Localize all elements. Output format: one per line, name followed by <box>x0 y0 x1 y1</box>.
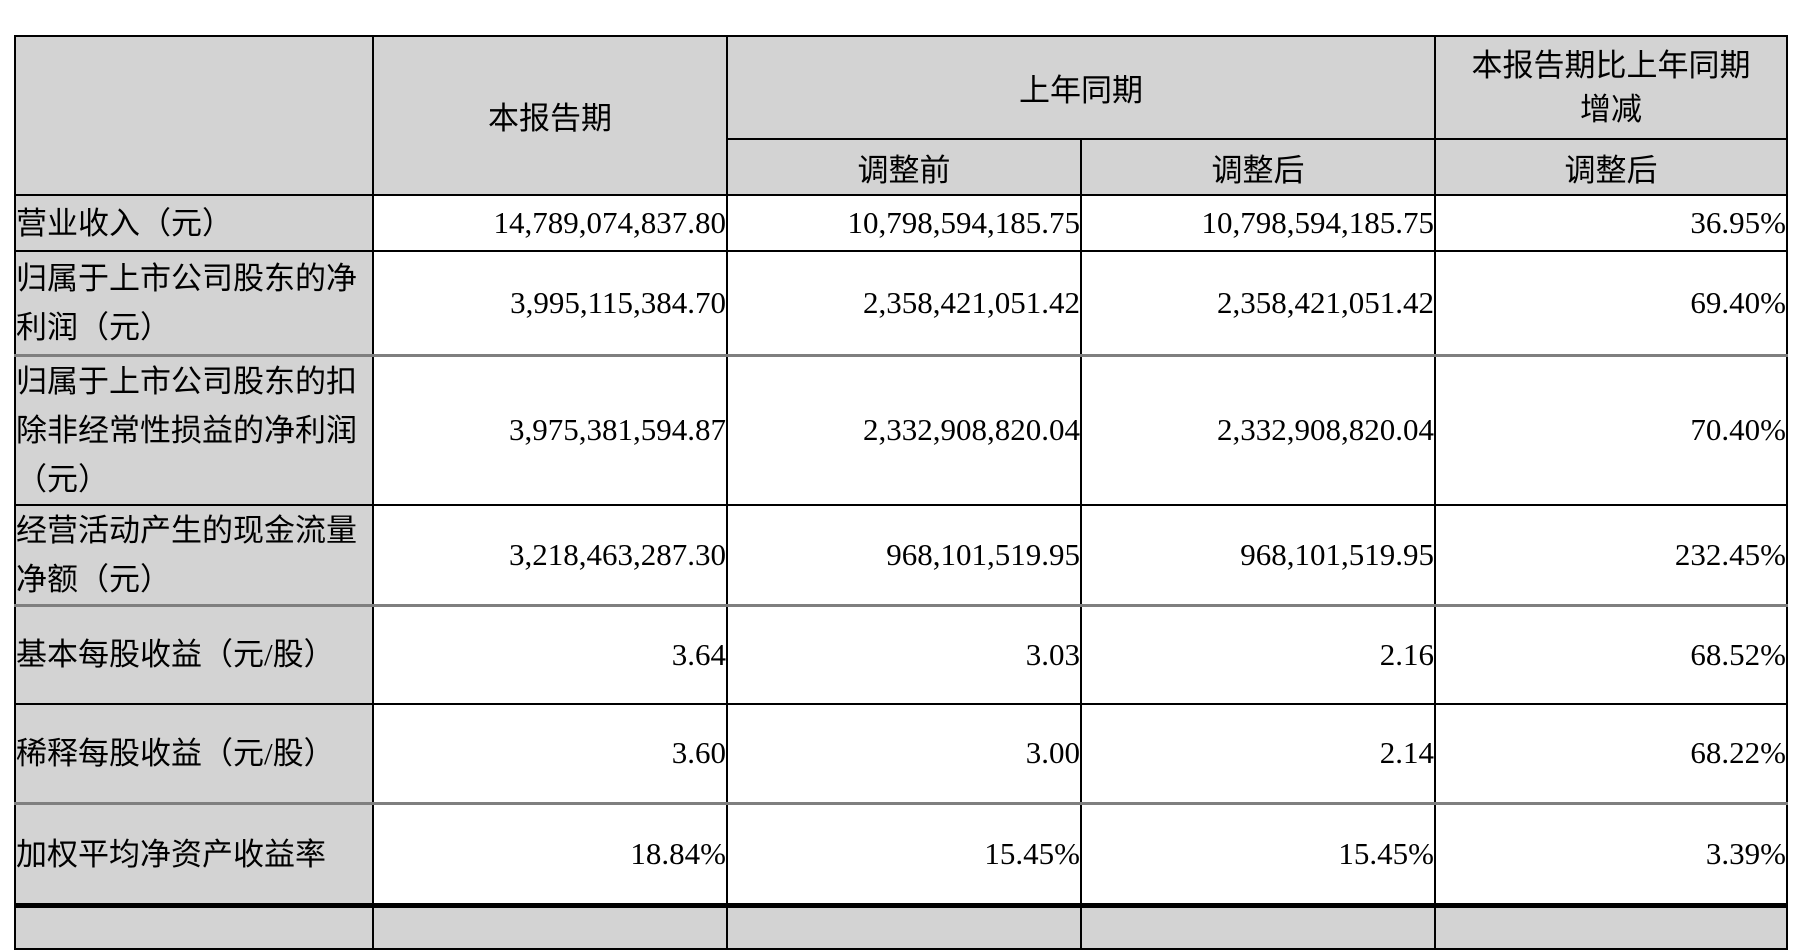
financial-summary-table-container: 本报告期 上年同期 本报告期比上年同期增减 调整前 调整后 调整后 营业收入（元… <box>14 35 1788 950</box>
cell-prior-after: 2.16 <box>1080 604 1436 705</box>
row-label: 基本每股收益（元/股） <box>14 604 374 705</box>
header-change-after-adjust: 调整后 <box>1434 138 1788 196</box>
row-label: 归属于上市公司股东的扣除非经常性损益的净利润（元） <box>14 353 374 506</box>
header-prior-period: 上年同期 <box>726 35 1436 140</box>
clipped-cell <box>14 903 374 950</box>
clipped-cell <box>1434 903 1788 950</box>
cell-change: 70.40% <box>1434 353 1788 506</box>
table-row: 归属于上市公司股东的净利润（元） 3,995,115,384.70 2,358,… <box>14 250 1788 356</box>
cell-current-period: 14,789,074,837.80 <box>372 194 728 252</box>
cell-current-period: 3,995,115,384.70 <box>372 250 728 356</box>
cell-current-period: 18.84% <box>372 802 728 907</box>
cell-change: 3.39% <box>1434 802 1788 907</box>
cell-current-period: 3,218,463,287.30 <box>372 504 728 607</box>
cell-prior-after: 2,358,421,051.42 <box>1080 250 1436 356</box>
cell-prior-before: 2,358,421,051.42 <box>726 250 1082 356</box>
cell-prior-before: 3.03 <box>726 604 1082 705</box>
table-row: 稀释每股收益（元/股） 3.60 3.00 2.14 68.22% <box>14 702 1788 805</box>
financial-summary-table: 本报告期 上年同期 本报告期比上年同期增减 调整前 调整后 调整后 营业收入（元… <box>14 35 1788 950</box>
clipped-cell <box>372 903 728 950</box>
header-corner-cell <box>14 35 374 196</box>
row-label: 稀释每股收益（元/股） <box>14 702 374 805</box>
cell-change: 68.52% <box>1434 604 1788 705</box>
row-label: 加权平均净资产收益率 <box>14 802 374 907</box>
cell-current-period: 3,975,381,594.87 <box>372 353 728 506</box>
header-change: 本报告期比上年同期增减 <box>1434 35 1788 140</box>
cell-change: 69.40% <box>1434 250 1788 356</box>
row-label: 归属于上市公司股东的净利润（元） <box>14 250 374 356</box>
header-change-text: 本报告期比上年同期增减 <box>1471 47 1751 127</box>
cell-change: 232.45% <box>1434 504 1788 607</box>
cell-current-period: 3.60 <box>372 702 728 805</box>
cell-change: 36.95% <box>1434 194 1788 252</box>
cell-change: 68.22% <box>1434 702 1788 805</box>
table-row-clipped <box>14 903 1788 950</box>
row-label: 经营活动产生的现金流量净额（元） <box>14 504 374 607</box>
cell-prior-after: 968,101,519.95 <box>1080 504 1436 607</box>
row-label: 营业收入（元） <box>14 194 374 252</box>
table-row: 基本每股收益（元/股） 3.64 3.03 2.16 68.52% <box>14 604 1788 705</box>
header-prior-before-adjust: 调整前 <box>726 138 1082 196</box>
table-row: 归属于上市公司股东的扣除非经常性损益的净利润（元） 3,975,381,594.… <box>14 353 1788 506</box>
clipped-cell <box>726 903 1082 950</box>
table-row: 加权平均净资产收益率 18.84% 15.45% 15.45% 3.39% <box>14 802 1788 907</box>
header-prior-after-adjust: 调整后 <box>1080 138 1436 196</box>
cell-prior-before: 10,798,594,185.75 <box>726 194 1082 252</box>
cell-prior-before: 968,101,519.95 <box>726 504 1082 607</box>
cell-prior-after: 2.14 <box>1080 702 1436 805</box>
cell-current-period: 3.64 <box>372 604 728 705</box>
clipped-cell <box>1080 903 1436 950</box>
cell-prior-after: 10,798,594,185.75 <box>1080 194 1436 252</box>
cell-prior-before: 2,332,908,820.04 <box>726 353 1082 506</box>
cell-prior-before: 3.00 <box>726 702 1082 805</box>
header-current-period: 本报告期 <box>372 35 728 196</box>
cell-prior-before: 15.45% <box>726 802 1082 907</box>
table-row: 经营活动产生的现金流量净额（元） 3,218,463,287.30 968,10… <box>14 504 1788 607</box>
cell-prior-after: 15.45% <box>1080 802 1436 907</box>
table-row: 营业收入（元） 14,789,074,837.80 10,798,594,185… <box>14 194 1788 252</box>
cell-prior-after: 2,332,908,820.04 <box>1080 353 1436 506</box>
